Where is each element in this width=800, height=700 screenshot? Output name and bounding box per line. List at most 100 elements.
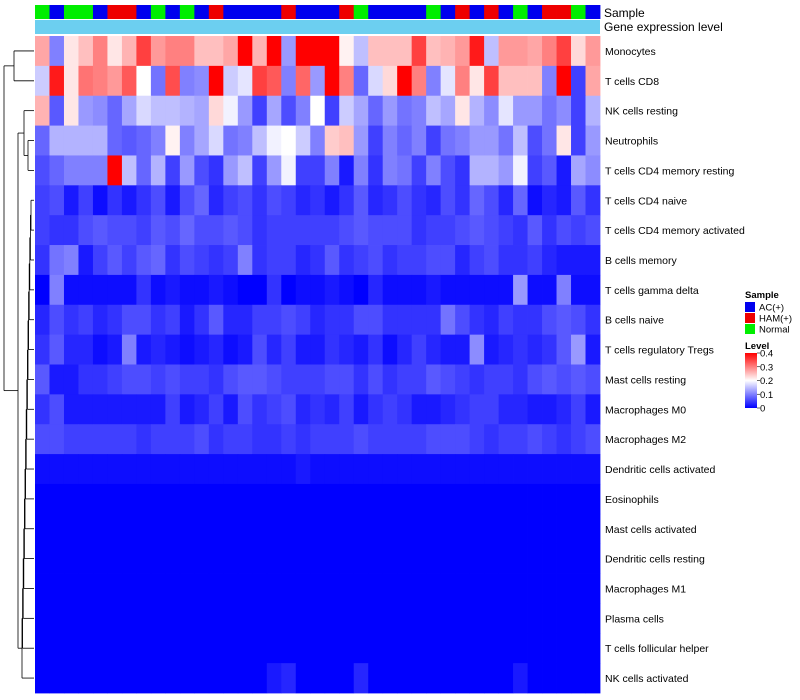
heatmap-cell xyxy=(382,95,398,126)
heatmap-cell xyxy=(353,95,369,126)
heatmap-cell xyxy=(165,633,181,664)
heatmap-cell xyxy=(353,573,369,604)
heatmap-cell xyxy=(527,334,543,365)
heatmap-cell xyxy=(252,334,268,365)
heatmap-cell xyxy=(223,394,239,425)
heatmap-cell xyxy=(455,334,471,365)
heatmap-cell xyxy=(194,364,210,395)
sample-cell xyxy=(397,5,413,19)
row-label: T cells regulatory Tregs xyxy=(605,345,714,357)
heatmap-cell xyxy=(179,633,195,664)
heatmap-cell xyxy=(382,334,398,365)
heatmap-cell xyxy=(426,185,442,216)
legend-sample-entries: AC(+)HAM(+)Normal xyxy=(745,302,792,336)
heatmap-cell xyxy=(150,185,166,216)
heatmap-cell xyxy=(237,274,253,306)
heatmap-cell xyxy=(295,185,311,216)
heatmap-cell xyxy=(78,454,94,485)
heatmap-cell xyxy=(585,513,601,545)
heatmap-cell xyxy=(165,483,181,515)
heatmap-cell xyxy=(498,185,514,216)
heatmap-cell xyxy=(440,573,456,604)
heatmap-cell xyxy=(411,394,427,425)
heatmap-cell xyxy=(426,424,442,455)
heatmap-cell xyxy=(295,125,311,156)
heatmap-cell xyxy=(585,573,601,604)
heatmap-cell xyxy=(165,215,181,246)
heatmap-cell xyxy=(469,125,485,156)
heatmap-cell xyxy=(194,663,210,694)
heatmap-cell xyxy=(78,36,94,67)
heatmap-cell xyxy=(498,454,514,485)
heatmap-cell xyxy=(252,215,268,246)
heatmap-cell xyxy=(78,603,94,634)
heatmap-cell xyxy=(121,155,137,186)
heatmap-cell xyxy=(353,125,369,156)
heatmap-cell xyxy=(295,513,311,545)
heatmap-cell xyxy=(63,454,79,485)
heatmap-cell xyxy=(440,394,456,425)
heatmap-cell xyxy=(136,304,152,336)
heatmap-cell xyxy=(63,95,79,126)
heatmap-cell xyxy=(35,543,50,574)
heatmap-cell xyxy=(542,155,557,186)
heatmap-cell xyxy=(179,663,195,694)
heatmap-cell xyxy=(35,155,50,186)
heatmap-cell xyxy=(556,125,572,156)
heatmap-cell xyxy=(542,543,557,574)
heatmap-cell xyxy=(310,633,326,664)
heatmap-cell xyxy=(585,274,601,306)
heatmap-cell xyxy=(585,424,601,455)
heatmap-cell xyxy=(266,513,282,545)
heatmap-cell xyxy=(121,424,137,455)
heatmap-cell xyxy=(295,245,311,276)
heatmap-cell xyxy=(223,125,239,156)
heatmap-cell xyxy=(440,65,456,97)
heatmap-cell xyxy=(527,663,543,694)
heatmap-cell xyxy=(324,633,340,664)
heatmap-cell xyxy=(35,65,50,97)
heatmap-cell xyxy=(571,304,586,336)
legend-level-colorbar xyxy=(745,353,757,408)
heatmap-cell xyxy=(411,95,427,126)
heatmap-cell xyxy=(252,483,268,515)
heatmap-cell xyxy=(310,245,326,276)
heatmap-cell xyxy=(92,543,108,574)
heatmap-cell xyxy=(411,573,427,604)
heatmap-cell xyxy=(223,364,239,395)
heatmap-cell xyxy=(78,483,94,515)
heatmap-cell xyxy=(281,125,297,156)
heatmap-cell xyxy=(556,36,572,67)
heatmap-cell xyxy=(324,513,340,545)
heatmap-cell xyxy=(136,125,152,156)
heatmap-cell xyxy=(339,215,355,246)
heatmap-cell xyxy=(266,633,282,664)
heatmap-cell xyxy=(411,215,427,246)
heatmap-cell xyxy=(542,573,557,604)
heatmap-cell xyxy=(150,603,166,634)
row-label: Mast cells activated xyxy=(605,524,697,536)
row-label: B cells memory xyxy=(605,255,678,267)
heatmap-cell xyxy=(49,364,65,395)
heatmap-cell xyxy=(339,633,355,664)
heatmap-cell xyxy=(252,304,268,336)
heatmap-cell xyxy=(92,95,108,126)
heatmap-cell xyxy=(310,394,326,425)
heatmap-cell xyxy=(397,334,413,365)
heatmap-cell xyxy=(237,155,253,186)
heatmap-cell xyxy=(310,215,326,246)
heatmap-cell xyxy=(78,304,94,336)
heatmap-cell xyxy=(571,603,586,634)
heatmap-cell xyxy=(252,633,268,664)
heatmap-cell xyxy=(281,424,297,455)
heatmap-cell xyxy=(223,304,239,336)
heatmap-cell xyxy=(63,36,79,67)
heatmap-cell xyxy=(324,364,340,395)
heatmap-cell xyxy=(513,95,528,126)
heatmap-cell xyxy=(339,543,355,574)
heatmap-cell xyxy=(78,424,94,455)
heatmap-cell xyxy=(324,125,340,156)
heatmap-cell xyxy=(426,543,442,574)
sample-cell xyxy=(339,5,355,19)
heatmap-cell xyxy=(498,125,514,156)
